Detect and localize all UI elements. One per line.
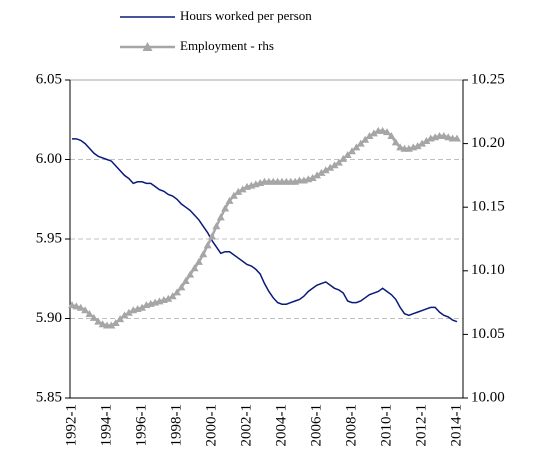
y2-tick-label: 10.10 [471, 262, 505, 278]
series-marker [330, 161, 339, 169]
series-marker [317, 168, 326, 176]
y2-tick-label: 10.25 [471, 71, 505, 87]
series-marker [234, 187, 243, 195]
x-tick-label: 1998-1 [168, 404, 184, 447]
x-tick-label: 2006-1 [308, 404, 324, 447]
series-marker [225, 196, 234, 204]
series-marker [356, 139, 365, 147]
series-marker [348, 147, 356, 155]
x-tick-label: 2008-1 [343, 404, 359, 447]
series-marker [339, 154, 348, 162]
x-tick-label: 1992-1 [63, 404, 79, 447]
series-marker [164, 294, 173, 302]
y-tick-label: 6.00 [36, 151, 62, 167]
x-tick-label: 2000-1 [203, 404, 219, 447]
series-line [72, 138, 458, 323]
series-marker [221, 204, 230, 212]
x-tick-label: 2010-1 [378, 404, 394, 447]
series-marker [444, 133, 453, 141]
y-tick-label: 5.90 [36, 310, 62, 326]
series-marker [396, 143, 405, 151]
series-marker [173, 288, 181, 296]
series-line [71, 129, 457, 327]
series-marker [190, 264, 199, 272]
y-tick-label: 5.95 [36, 230, 62, 246]
series-marker [194, 257, 203, 265]
series-marker [378, 126, 387, 134]
series-marker [120, 311, 129, 319]
series-marker [334, 158, 343, 166]
series-marker [138, 303, 146, 311]
series-marker [85, 310, 94, 318]
y2-tick-label: 10.15 [471, 199, 505, 215]
y2-tick-label: 10.00 [471, 389, 505, 405]
x-tick-label: 1994-1 [98, 404, 114, 447]
series-marker [177, 283, 186, 291]
series-marker [72, 302, 81, 310]
y-tick-label: 5.85 [36, 389, 62, 405]
series-marker [89, 313, 98, 321]
series-marker [229, 191, 238, 199]
x-tick-label: 2002-1 [238, 404, 254, 447]
series-marker [391, 138, 400, 146]
series-marker [203, 241, 212, 249]
legend-label: Hours worked per person [180, 8, 312, 23]
series-marker [76, 303, 85, 311]
series-marker [68, 301, 76, 309]
series-marker [343, 151, 352, 159]
series-marker [116, 315, 125, 323]
series-marker [422, 137, 431, 145]
series-marker [413, 142, 422, 150]
series-marker [124, 308, 133, 316]
series-marker [199, 250, 208, 258]
series-marker [369, 129, 378, 137]
legend-marker [142, 42, 153, 51]
series-marker [107, 321, 116, 329]
series-marker [208, 232, 216, 240]
series-marker [326, 163, 335, 171]
x-tick-label: 2004-1 [273, 404, 289, 447]
series-marker [81, 306, 90, 314]
series-marker [216, 213, 225, 221]
series-marker [308, 173, 317, 181]
series-marker [365, 131, 374, 139]
series-marker [186, 270, 195, 278]
series-marker [212, 222, 221, 230]
series-marker [98, 320, 107, 328]
series-marker [387, 131, 396, 139]
series-marker [313, 171, 321, 179]
y2-tick-label: 10.20 [471, 135, 505, 151]
y-tick-label: 6.05 [36, 71, 62, 87]
series-marker [439, 131, 448, 139]
legend-label: Employment - rhs [180, 38, 274, 53]
series-marker [383, 128, 391, 136]
series-marker [352, 143, 361, 151]
series-marker [111, 318, 120, 326]
series-marker [94, 317, 103, 325]
series-marker [181, 276, 190, 284]
x-tick-label: 2012-1 [413, 404, 429, 447]
series-marker [453, 134, 461, 142]
series-marker [168, 292, 177, 300]
series-marker [418, 139, 426, 147]
series-marker [361, 135, 370, 143]
x-tick-label: 1996-1 [133, 404, 149, 447]
y2-tick-label: 10.05 [471, 326, 505, 342]
x-tick-label: 2014-1 [448, 404, 464, 447]
series-marker [321, 166, 330, 174]
series-marker [238, 185, 247, 193]
